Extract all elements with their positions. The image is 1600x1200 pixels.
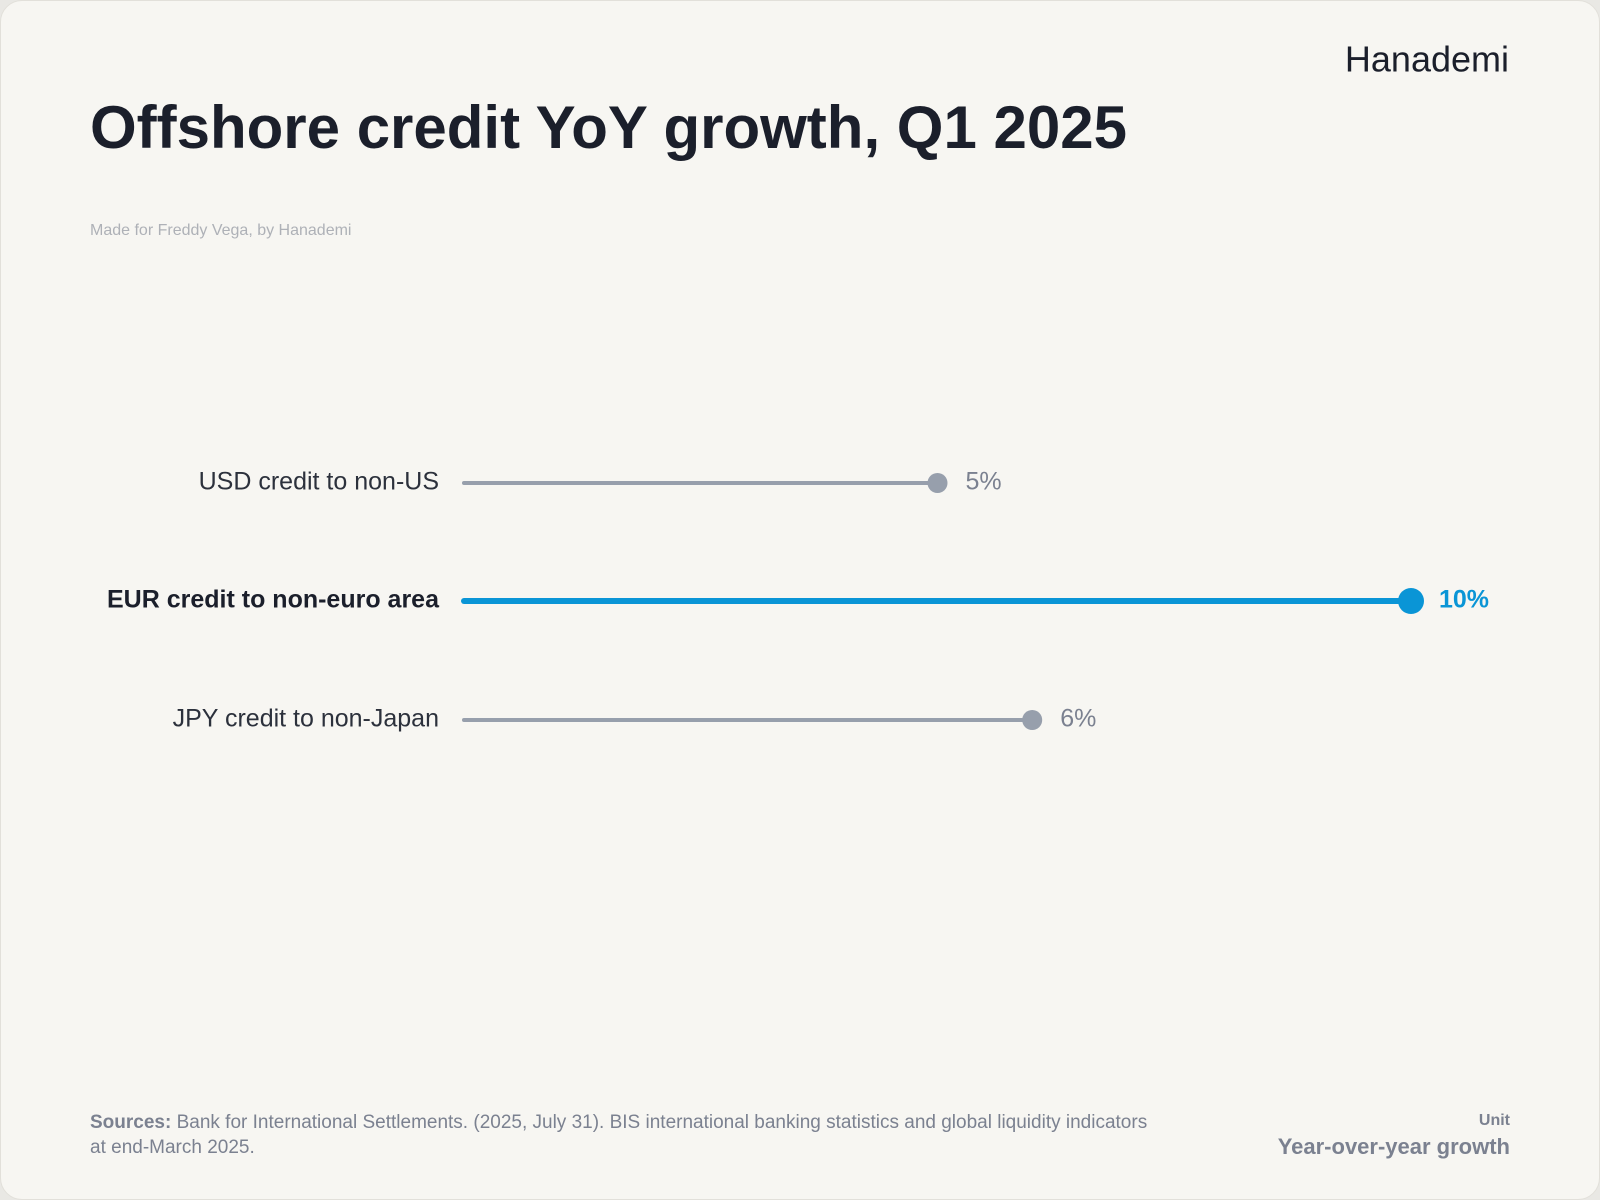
dot <box>927 473 948 493</box>
sources-label: Sources: <box>90 1112 172 1133</box>
sources: Sources: Bank for International Settleme… <box>90 1110 1150 1160</box>
unit: Year-over-year growth <box>1277 1134 1510 1159</box>
brand: Hanademi <box>1345 39 1509 80</box>
value-label: 6% <box>1060 705 1096 733</box>
category-label: JPY credit to non-Japan <box>173 705 439 733</box>
value-label: 5% <box>966 468 1002 496</box>
value-label: 10% <box>1439 586 1489 614</box>
category-label: EUR credit to non-euro area <box>107 586 440 614</box>
subtitle: Made for Freddy Vega, by Hanademi <box>90 222 351 239</box>
unit-block: Unit Year-over-year growth <box>1278 1112 1510 1160</box>
category-label: USD credit to non-US <box>199 468 439 496</box>
sources-text: Bank for International Settlements. (202… <box>90 1112 1148 1158</box>
dot <box>1022 710 1043 730</box>
dot <box>1398 588 1424 614</box>
unit-label: Unit <box>1478 1112 1510 1129</box>
chart-title: Offshore credit YoY growth, Q1 2025 <box>90 94 1127 161</box>
